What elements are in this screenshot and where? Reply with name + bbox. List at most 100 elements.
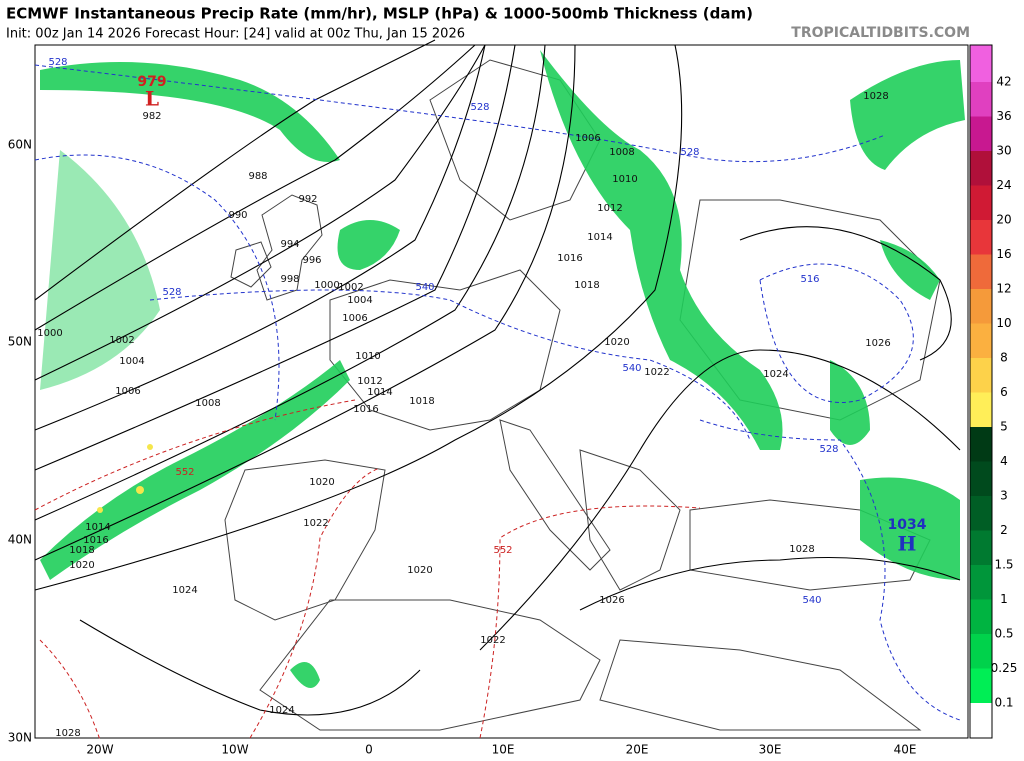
isobar-label: 1022 — [303, 518, 328, 529]
map-shape — [579, 449, 681, 591]
colorbar-label: 30 — [996, 144, 1011, 158]
colorbar-segment — [970, 565, 992, 600]
map-shape — [540, 50, 783, 450]
map-shape — [699, 419, 961, 721]
longitude-label: 0 — [365, 743, 373, 757]
isobar-label: 1004 — [347, 295, 372, 306]
isobar-label: 1026 — [865, 338, 890, 349]
isobar-label: 1028 — [789, 544, 814, 555]
longitude-label: 20E — [626, 743, 649, 757]
longitude-label: 30E — [759, 743, 782, 757]
colorbar-label: 12 — [996, 282, 1011, 296]
colorbar-segment — [970, 220, 992, 255]
longitude-label: 20W — [86, 743, 113, 757]
isobar-label: 1018 — [409, 396, 434, 407]
longitude-label: 40E — [894, 743, 917, 757]
colorbar-segment — [970, 358, 992, 393]
latitude-label: 50N — [8, 335, 32, 349]
colorbar-label: 1 — [1000, 592, 1008, 606]
isobar-label: 998 — [280, 274, 299, 285]
colorbar-label: 42 — [996, 75, 1011, 89]
colorbar-label: 10 — [996, 316, 1011, 330]
isobar-label: 1006 — [342, 313, 367, 324]
isobar-label: 1008 — [609, 147, 634, 158]
isobar-label: 1022 — [480, 635, 505, 646]
map-shape — [880, 240, 940, 300]
isobar-label: 1028 — [863, 91, 888, 102]
title: ECMWF Instantaneous Precip Rate (mm/hr),… — [6, 5, 753, 23]
map-shape — [259, 599, 601, 731]
isobar-label: 1010 — [355, 351, 380, 362]
colorbar-label: 2 — [1000, 523, 1008, 537]
colorbar-label: 20 — [996, 213, 1011, 227]
map-layer — [34, 64, 961, 721]
high-center-letter: H — [898, 532, 917, 556]
isobar-label: 994 — [280, 239, 299, 250]
isobar-label: 996 — [302, 255, 321, 266]
map-shape — [97, 507, 103, 513]
isobar-label: 1006 — [575, 133, 600, 144]
map-shape — [34, 44, 576, 561]
map-shape — [34, 39, 436, 301]
isobar-label: 1000 — [314, 280, 339, 291]
map-shape — [149, 289, 751, 441]
longitude-label: 10E — [492, 743, 515, 757]
low-center-value: 979 — [137, 74, 166, 90]
thickness-label: 540 — [802, 595, 821, 606]
isobar-label: 1024 — [172, 585, 197, 596]
colorbar-segment — [970, 116, 992, 151]
colorbar-label: 6 — [1000, 385, 1008, 399]
map-shape — [79, 619, 421, 716]
colorbar-segment — [970, 496, 992, 531]
colorbar-label: 4 — [1000, 454, 1008, 468]
colorbar-segment — [970, 289, 992, 324]
thickness-label: 540 — [415, 282, 434, 293]
map-shape — [34, 44, 969, 739]
map-shape — [599, 639, 922, 731]
map-shape — [34, 44, 486, 431]
map-shape — [34, 44, 486, 381]
map-layer — [40, 50, 965, 688]
map-shape — [34, 44, 476, 331]
colorbar-label: 8 — [1000, 351, 1008, 365]
colorbar-segment — [970, 599, 992, 634]
isobar-label: 1020 — [69, 560, 94, 571]
isobar-label: 1016 — [557, 253, 582, 264]
colorbar-label: 16 — [996, 247, 1011, 261]
colorbar-label: 3 — [1000, 489, 1008, 503]
isobar-label: 1026 — [599, 595, 624, 606]
isobar-label: 1006 — [115, 386, 140, 397]
colorbar-segment — [970, 254, 992, 289]
map-shape — [830, 360, 870, 445]
colorbar-label: 36 — [996, 109, 1011, 123]
colorbar-segment — [970, 392, 992, 427]
latitude-label: 60N — [8, 138, 32, 152]
thickness-label: 540 — [622, 363, 641, 374]
map-shape — [256, 194, 323, 301]
map-shape — [40, 150, 160, 390]
map-shape — [759, 263, 914, 403]
isobar-label: 1024 — [763, 369, 788, 380]
map-shape — [39, 639, 101, 741]
isobar-label: 1022 — [644, 367, 669, 378]
isobar-label: 1002 — [109, 335, 134, 346]
isobar-label: 1002 — [338, 282, 363, 293]
longitude-label: 10W — [221, 743, 248, 757]
map-shape — [40, 62, 340, 162]
isobar-label: 1012 — [597, 203, 622, 214]
colorbar-segment — [970, 461, 992, 496]
map-layer — [97, 444, 153, 513]
map-layer — [34, 39, 961, 716]
map-shape — [230, 241, 272, 288]
isobar-label: 990 — [228, 210, 247, 221]
thickness-label: 552 — [175, 467, 194, 478]
thickness-label: 528 — [680, 147, 699, 158]
thickness-label: 528 — [48, 57, 67, 68]
map-shape — [579, 557, 961, 611]
high-center-value: 1034 — [888, 517, 927, 533]
colorbar-label: 0.25 — [991, 661, 1018, 675]
map-shape — [40, 360, 350, 580]
map-shape — [34, 44, 516, 471]
